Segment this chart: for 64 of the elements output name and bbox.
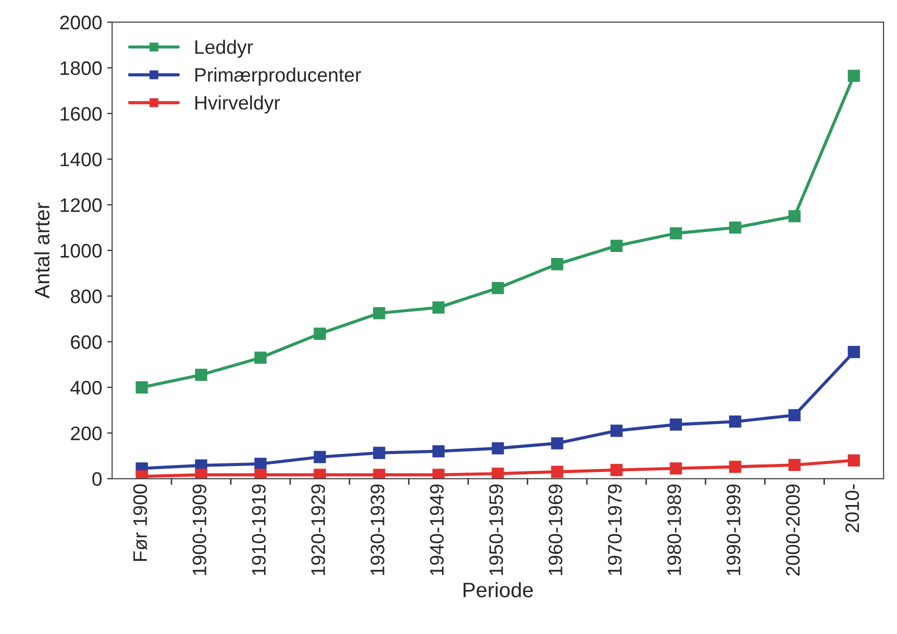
x-tick-label: 1900-1909 <box>192 484 206 576</box>
x-tick-label: 1940-1949 <box>430 484 444 576</box>
point <box>551 466 564 478</box>
point <box>492 442 504 454</box>
y-tick-label: 1200 <box>60 198 102 212</box>
point <box>432 445 445 458</box>
point <box>314 328 326 340</box>
point <box>432 468 445 479</box>
point <box>670 418 682 431</box>
x-tick-label: 1930-1939 <box>370 484 384 576</box>
legend-label: Primærproducenter <box>195 68 361 86</box>
y-tick-label: 1000 <box>60 244 102 258</box>
point <box>254 468 267 479</box>
point <box>848 346 860 358</box>
point <box>788 210 801 222</box>
point <box>610 240 623 252</box>
point <box>848 454 860 466</box>
point <box>254 352 267 364</box>
x-axis-title: Periode <box>464 582 533 598</box>
y-tick-label: 1400 <box>60 152 102 166</box>
x-tick-label: 2010- <box>845 484 860 532</box>
y-tick-label: 800 <box>70 290 102 304</box>
point <box>670 462 682 474</box>
y-tick-label: 1800 <box>60 61 102 76</box>
x-tick-label: 1960-1969 <box>548 484 562 576</box>
x-tick-label: 2000-2009 <box>786 484 800 576</box>
point <box>195 368 208 381</box>
x-tick-label: 1990-1999 <box>726 484 740 576</box>
y-tick-label: 600 <box>70 335 102 349</box>
point <box>729 460 742 473</box>
x-tick-label: 1950-1959 <box>489 484 504 576</box>
point <box>848 70 860 82</box>
y-tick-label: 400 <box>70 380 102 395</box>
point <box>373 468 386 479</box>
y-tick-label: 2000 <box>60 16 102 30</box>
point <box>610 464 623 476</box>
point <box>670 227 682 240</box>
x-tick-label: 1980-1989 <box>667 484 682 576</box>
point <box>373 307 386 320</box>
point <box>373 446 386 459</box>
x-tick-label: 1970-1979 <box>608 484 622 576</box>
point <box>788 458 801 472</box>
point <box>788 409 801 422</box>
point <box>610 424 623 437</box>
point <box>729 416 742 428</box>
point <box>432 301 445 314</box>
y-tick-label: 1600 <box>60 106 102 121</box>
legend-label: Hvirveldyr <box>195 95 280 114</box>
point <box>551 437 564 450</box>
point <box>314 450 326 464</box>
y-tick-label: 200 <box>70 426 102 440</box>
y-tick-label: 0 <box>92 472 102 486</box>
point <box>551 258 564 270</box>
x-tick-label: 1910-1919 <box>252 484 266 576</box>
point <box>195 468 208 479</box>
point <box>136 381 148 394</box>
y-axis-title: Antal arter <box>34 202 50 298</box>
point <box>314 468 326 479</box>
x-tick-label: Før 1900 <box>133 484 148 561</box>
point <box>492 468 504 479</box>
point <box>492 282 504 294</box>
point <box>729 222 742 234</box>
x-tick-label: 1920-1929 <box>311 484 326 576</box>
legend-label: Leddyr <box>195 40 253 58</box>
